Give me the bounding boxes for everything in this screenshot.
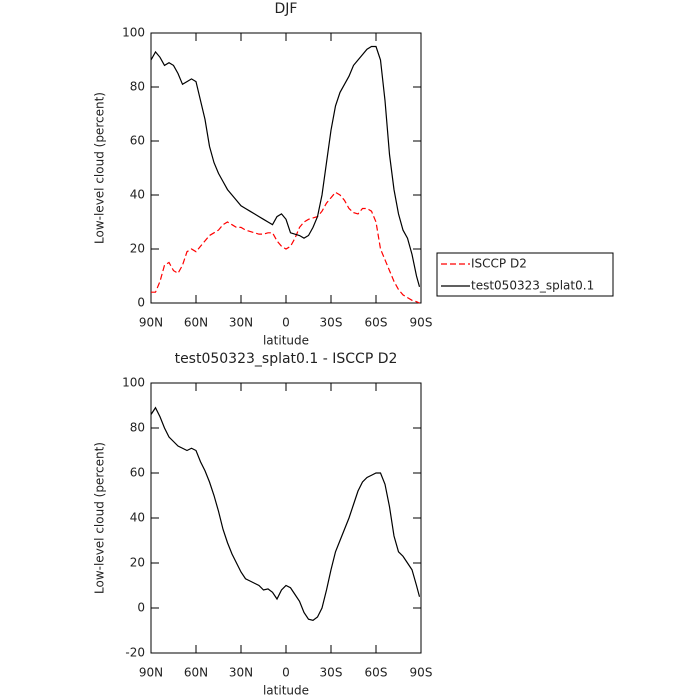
x-tick-label: 0 bbox=[282, 666, 290, 680]
y-tick-label: 60 bbox=[130, 466, 145, 480]
data-line bbox=[151, 191, 420, 304]
x-axis-label: latitude bbox=[263, 334, 309, 348]
plot-frame bbox=[150, 32, 422, 304]
legend-box bbox=[436, 252, 614, 297]
y-tick-label: 100 bbox=[122, 26, 145, 40]
y-tick-label: 80 bbox=[130, 421, 145, 435]
y-tick-label: 40 bbox=[130, 511, 145, 525]
x-tick-label: 60N bbox=[184, 666, 208, 680]
x-axis-label: latitude bbox=[263, 684, 309, 698]
plot-frame bbox=[150, 382, 422, 654]
x-tick-label: 30N bbox=[229, 316, 253, 330]
y-tick-label: 80 bbox=[130, 80, 145, 94]
y-tick-label: 20 bbox=[130, 242, 145, 256]
chart-title: DJF bbox=[275, 1, 298, 17]
x-tick-label: 90S bbox=[410, 316, 433, 330]
x-tick-label: 60S bbox=[365, 316, 388, 330]
x-tick-label: 90S bbox=[410, 666, 433, 680]
x-tick-label: 60N bbox=[184, 316, 208, 330]
y-tick-label: 40 bbox=[130, 188, 145, 202]
y-tick-label: 20 bbox=[130, 556, 145, 570]
y-axis-label: Low-level cloud (percent) bbox=[93, 92, 107, 244]
chart-title: test050323_splat0.1 - ISCCP D2 bbox=[175, 351, 398, 367]
y-tick-label: -20 bbox=[125, 646, 145, 660]
x-tick-label: 0 bbox=[282, 316, 290, 330]
y-tick-label: 100 bbox=[122, 376, 145, 390]
x-tick-label: 30N bbox=[229, 666, 253, 680]
x-tick-label: 30S bbox=[320, 666, 343, 680]
legend-label: test050323_splat0.1 bbox=[471, 279, 594, 293]
x-tick-label: 60S bbox=[365, 666, 388, 680]
x-tick-label: 30S bbox=[320, 316, 343, 330]
data-line bbox=[150, 406, 421, 622]
y-tick-label: 60 bbox=[130, 134, 145, 148]
data-line bbox=[150, 45, 421, 287]
legend-label: ISCCP D2 bbox=[471, 257, 527, 271]
y-axis-label: Low-level cloud (percent) bbox=[93, 442, 107, 594]
x-tick-label: 90N bbox=[139, 666, 163, 680]
x-tick-label: 90N bbox=[139, 316, 163, 330]
y-tick-label: 0 bbox=[137, 601, 145, 615]
y-tick-label: 0 bbox=[137, 296, 145, 310]
